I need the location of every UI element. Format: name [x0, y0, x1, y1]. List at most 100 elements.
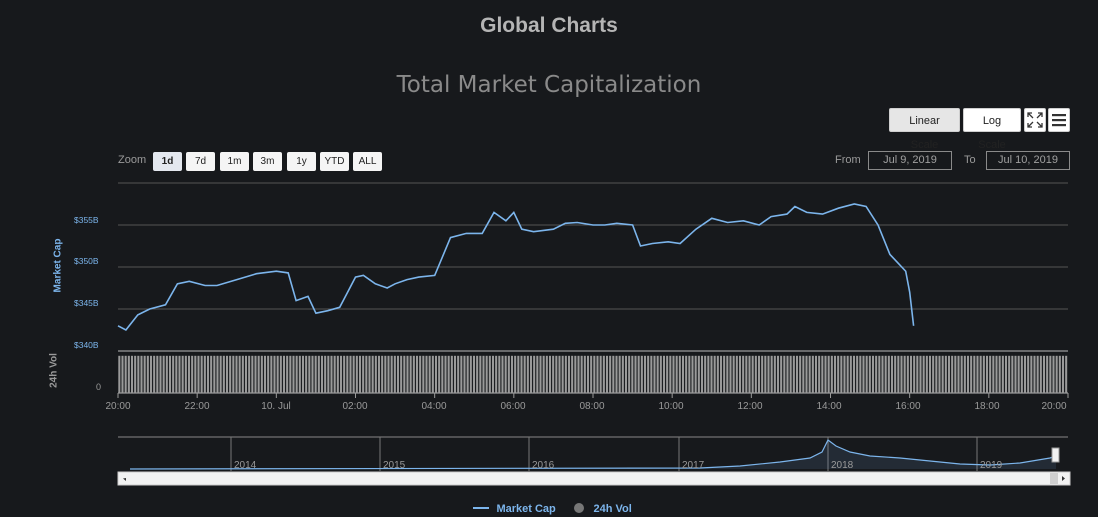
volume-bar — [172, 355, 175, 393]
volume-bar — [609, 355, 612, 393]
volume-bar — [1042, 355, 1046, 393]
volume-bar — [593, 355, 596, 393]
x-tick-label: 02:00 — [342, 401, 368, 412]
volume-bar — [444, 355, 447, 393]
zoom-1y-button[interactable]: 1y — [287, 152, 316, 171]
zoom-ytd-button[interactable]: YTD — [320, 152, 349, 171]
volume-bar — [808, 355, 811, 393]
to-label: To — [964, 154, 976, 166]
volume-bar — [897, 355, 900, 393]
to-date-input[interactable]: Jul 10, 2019 — [986, 151, 1070, 170]
volume-bar — [618, 355, 621, 393]
volume-bar — [1061, 355, 1065, 393]
navigator — [117, 436, 1071, 486]
volume-bar — [849, 355, 852, 393]
from-date-input[interactable]: Jul 9, 2019 — [868, 151, 952, 170]
volume-bar — [555, 355, 558, 393]
volume-bar — [951, 355, 954, 393]
volume-bar — [662, 355, 666, 393]
volume-bar — [175, 355, 178, 393]
zoom-3m-button[interactable]: 3m — [253, 152, 282, 171]
volume-bar — [210, 355, 213, 393]
volume-bar — [460, 355, 463, 393]
volume-bar — [324, 355, 327, 393]
volume-bar — [438, 355, 441, 393]
volume-bar — [564, 355, 567, 393]
x-tick-label: 10:00 — [658, 401, 684, 412]
volume-bar — [729, 355, 732, 393]
volume-bar — [909, 355, 913, 393]
volume-bar — [229, 355, 232, 393]
volume-bar — [859, 355, 862, 393]
volume-bar — [153, 355, 156, 393]
volume-bar — [539, 355, 542, 393]
volume-bar — [273, 355, 276, 393]
x-tick-label: 10. Jul — [261, 401, 291, 412]
zoom-all-button[interactable]: ALL — [353, 152, 382, 171]
volume-bar — [906, 355, 909, 393]
volume-bar — [206, 355, 210, 393]
zoom-7d-button[interactable]: 7d — [186, 152, 215, 171]
volume-bar — [320, 355, 324, 393]
volume-bar — [1039, 355, 1042, 393]
volume-bar — [922, 355, 925, 393]
volume-bar — [184, 355, 187, 393]
volume-bar — [267, 355, 270, 393]
volume-bar — [1023, 355, 1027, 393]
volume-bar — [168, 355, 172, 393]
volume-bar — [824, 355, 827, 393]
volume-bar — [400, 355, 403, 393]
volume-bar — [624, 355, 628, 393]
chart-title: Total Market Capitalization — [396, 72, 702, 98]
volume-bar — [216, 355, 219, 393]
volume-bar — [1027, 355, 1030, 393]
volume-bar — [343, 355, 346, 393]
volume-bar — [520, 355, 523, 393]
volume-bar — [498, 355, 501, 393]
volume-bar — [637, 355, 640, 393]
volume-bar — [963, 355, 966, 393]
volume-bar — [327, 355, 330, 393]
volume-bar — [213, 355, 216, 393]
volume-bar — [523, 355, 526, 393]
volume-bar — [1004, 355, 1008, 393]
volume-bar — [412, 355, 415, 393]
volume-bar — [1049, 355, 1052, 393]
volume-bar — [308, 355, 311, 393]
volume-bar — [735, 355, 738, 393]
volume-bar — [479, 355, 482, 393]
volume-bar — [647, 355, 650, 393]
hamburger-menu-icon[interactable] — [1048, 108, 1070, 132]
volume-bar — [552, 355, 555, 393]
volume-bar — [631, 355, 634, 393]
volume-bar — [567, 355, 571, 393]
volume-bar — [795, 355, 799, 393]
volume-bar — [244, 355, 248, 393]
fullscreen-icon[interactable] — [1024, 108, 1046, 132]
volume-bar — [605, 355, 609, 393]
volume-bar — [390, 355, 393, 393]
volume-bar — [476, 355, 479, 393]
volume-bar — [134, 355, 137, 393]
volume-bar — [371, 355, 374, 393]
volume-bar — [469, 355, 472, 393]
volume-bar — [289, 355, 292, 393]
volume-bar — [1014, 355, 1017, 393]
y-tick-label: $350B — [74, 256, 99, 266]
volume-bar — [488, 355, 491, 393]
legend-24h-vol[interactable]: 24h Vol — [574, 499, 632, 517]
volume-bar — [457, 355, 460, 393]
zoom-1d-button[interactable]: 1d — [153, 152, 182, 171]
volume-bar — [219, 355, 222, 393]
linear-scale-button[interactable]: Linear Scale — [889, 108, 960, 151]
volume-bar — [362, 355, 365, 393]
legend-market-cap[interactable]: Market Cap — [473, 499, 556, 517]
x-axis-ticks — [117, 393, 1069, 398]
volume-bar — [989, 355, 992, 393]
log-scale-button[interactable]: Log Scale — [963, 108, 1021, 151]
zoom-1m-button[interactable]: 1m — [220, 152, 249, 171]
volume-bars — [118, 355, 1068, 394]
volume-bar — [925, 355, 928, 393]
volume-bar — [653, 355, 656, 393]
volume-bar — [140, 355, 143, 393]
